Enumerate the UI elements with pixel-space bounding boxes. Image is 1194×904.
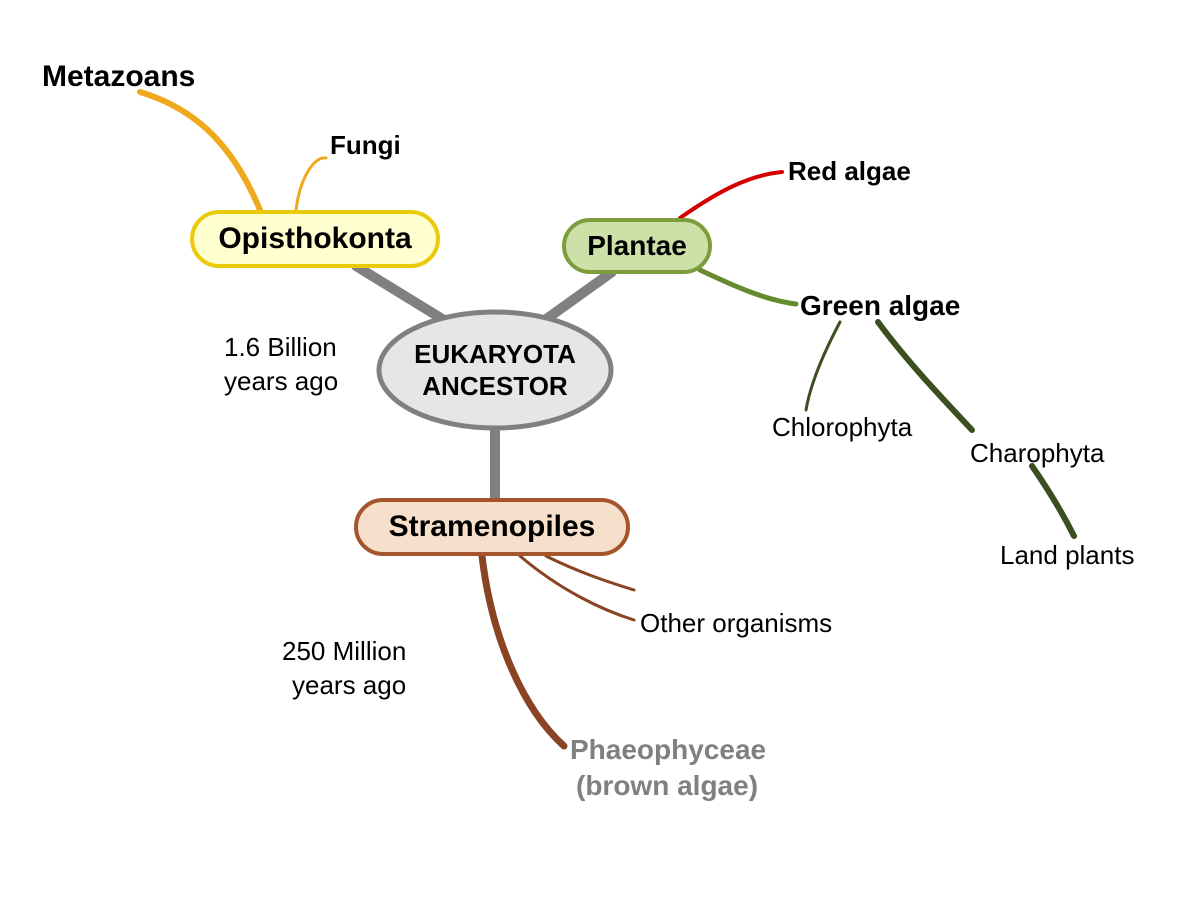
edge-plantae-green	[700, 270, 796, 304]
node-stramenopiles: Stramenopiles	[354, 498, 630, 556]
annotation-time2-line2: years ago	[292, 670, 406, 701]
leaf-phaeophyceae-line2: (brown algae)	[576, 770, 758, 802]
leaf-red-algae: Red algae	[788, 156, 911, 187]
leaf-chlorophyta: Chlorophyta	[772, 412, 912, 443]
leaf-charophyta: Charophyta	[970, 438, 1104, 469]
edge-stram-other2	[520, 556, 634, 620]
leaf-phaeophyceae-line1: Phaeophyceae	[570, 734, 766, 766]
edge-opis-metazoans	[140, 92, 260, 210]
edge-plantae-red	[680, 172, 782, 218]
edge-charophyta-land	[1032, 466, 1074, 536]
edge-center-opisthokonta	[356, 266, 444, 320]
annotation-time2-line1: 250 Million	[282, 636, 406, 667]
node-opisthokonta: Opisthokonta	[190, 210, 440, 268]
node-plantae: Plantae	[562, 218, 712, 274]
node-stramenopiles-label: Stramenopiles	[389, 510, 596, 544]
annotation-time1-line2: years ago	[224, 366, 338, 397]
edge-stram-phaeo	[482, 556, 564, 746]
leaf-land-plants: Land plants	[1000, 540, 1134, 571]
annotation-time1-line1: 1.6 Billion	[224, 332, 337, 363]
node-opisthokonta-label: Opisthokonta	[218, 222, 411, 256]
leaf-fungi: Fungi	[330, 130, 401, 161]
edge-center-plantae	[545, 272, 612, 320]
node-plantae-label: Plantae	[587, 230, 687, 262]
phylogeny-diagram: EUKARYOTA ANCESTOR Opisthokonta Plantae …	[0, 0, 1194, 904]
leaf-metazoans: Metazoans	[42, 60, 195, 94]
leaf-green-algae: Green algae	[800, 290, 960, 322]
edge-opis-fungi	[296, 158, 326, 210]
leaf-other-organisms: Other organisms	[640, 608, 832, 639]
edge-green-chlorophyta	[806, 322, 840, 410]
